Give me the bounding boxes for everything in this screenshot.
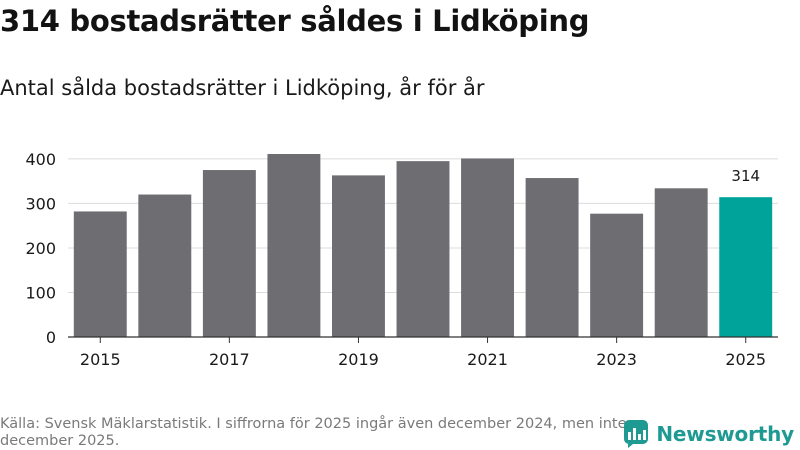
bar-2016 xyxy=(138,194,192,337)
bar-2022 xyxy=(525,178,579,337)
x-tick-label: 2021 xyxy=(467,350,508,369)
y-tick-label: 400 xyxy=(25,150,56,169)
chart-subtitle: Antal sålda bostadsrätter i Lidköping, å… xyxy=(0,76,485,100)
bar-2018 xyxy=(267,154,321,337)
y-tick-label: 100 xyxy=(25,283,56,302)
x-tick-label: 2023 xyxy=(596,350,637,369)
y-tick-label: 0 xyxy=(46,328,56,347)
data-label: 314 xyxy=(731,167,760,185)
bar-2021 xyxy=(461,158,515,337)
bar-chart: 0 100 200 300 400 314 2015 2017 2019 2021 2023 2025 xyxy=(25,150,778,369)
y-tick-label: 200 xyxy=(25,239,56,258)
x-tick-label: 2019 xyxy=(338,350,379,369)
labels: 0 100 200 300 400 314 2015 2017 2019 2021 2023 2025 xyxy=(25,150,766,369)
bar-2015 xyxy=(73,211,127,337)
bar-2019 xyxy=(331,175,385,337)
axes xyxy=(68,336,778,343)
bar-2020 xyxy=(396,161,450,337)
bar-2025 xyxy=(719,197,773,337)
brand-name: Newsworthy xyxy=(656,422,794,446)
source-note: Källa: Svensk Mäklarstatistik. I siffror… xyxy=(0,416,627,449)
x-tick-label: 2025 xyxy=(725,350,766,369)
brand-logo: Newsworthy xyxy=(624,420,794,448)
x-tick-label: 2015 xyxy=(80,350,121,369)
chart-title: 314 bostadsrätter såldes i Lidköping xyxy=(0,4,590,38)
y-tick-label: 300 xyxy=(25,194,56,213)
bar-2024 xyxy=(654,188,708,337)
x-tick-label: 2017 xyxy=(209,350,250,369)
bar-2023 xyxy=(590,213,644,337)
bar-2017 xyxy=(202,170,256,337)
bars xyxy=(73,154,773,337)
newsworthy-logo-icon xyxy=(624,420,649,448)
